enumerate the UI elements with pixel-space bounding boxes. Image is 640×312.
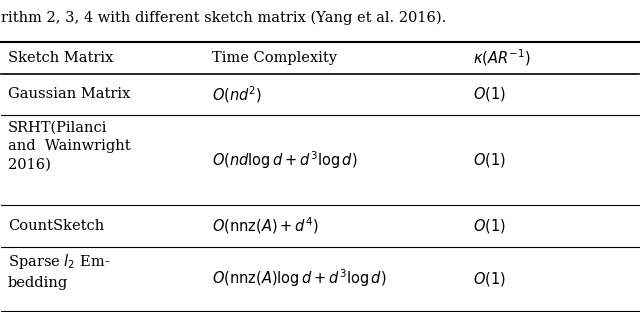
Text: $O(nd \log d + d^3 \log d)$: $O(nd \log d + d^3 \log d)$ bbox=[212, 149, 357, 171]
Text: $O(\mathrm{nnz}(A) \log d + d^3 \log d)$: $O(\mathrm{nnz}(A) \log d + d^3 \log d)$ bbox=[212, 268, 386, 290]
Text: Gaussian Matrix: Gaussian Matrix bbox=[8, 87, 130, 101]
Text: $\kappa(AR^{-1})$: $\kappa(AR^{-1})$ bbox=[473, 47, 531, 68]
Text: $O(1)$: $O(1)$ bbox=[473, 270, 506, 288]
Text: SRHT(Pilanci
and  Wainwright
2016): SRHT(Pilanci and Wainwright 2016) bbox=[8, 121, 131, 172]
Text: $O(1)$: $O(1)$ bbox=[473, 85, 506, 104]
Text: $O(nd^2)$: $O(nd^2)$ bbox=[212, 84, 262, 105]
Text: rithm 2, 3, 4 with different sketch matrix (Yang et al. 2016).: rithm 2, 3, 4 with different sketch matr… bbox=[1, 11, 447, 25]
Text: Time Complexity: Time Complexity bbox=[212, 51, 337, 65]
Text: $O(\mathrm{nnz}(A) + d^4)$: $O(\mathrm{nnz}(A) + d^4)$ bbox=[212, 215, 318, 236]
Text: $O(1)$: $O(1)$ bbox=[473, 151, 506, 169]
Text: Sparse $l_2$ Em-
bedding: Sparse $l_2$ Em- bedding bbox=[8, 252, 110, 290]
Text: CountSketch: CountSketch bbox=[8, 219, 104, 233]
Text: $O(1)$: $O(1)$ bbox=[473, 217, 506, 235]
Text: Sketch Matrix: Sketch Matrix bbox=[8, 51, 113, 65]
